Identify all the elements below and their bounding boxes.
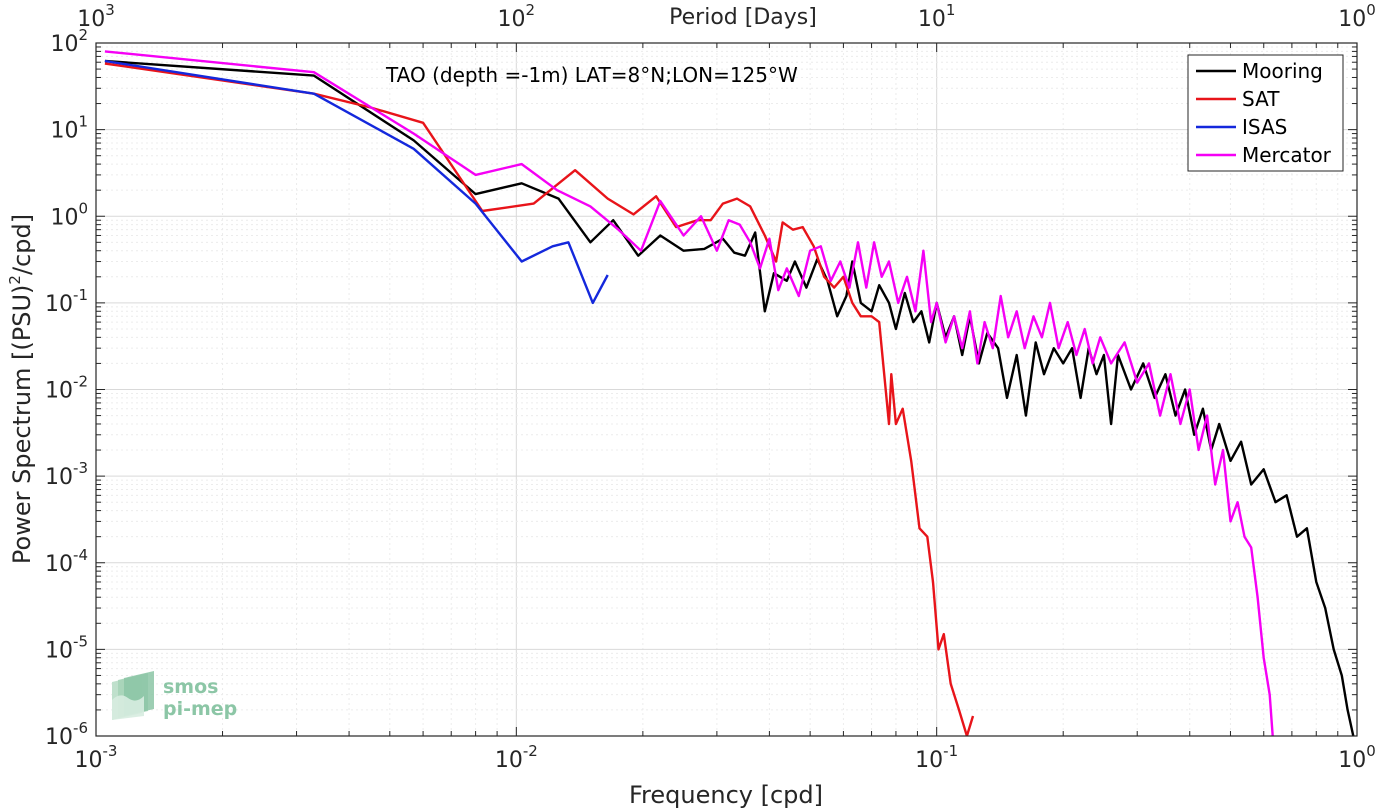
x-tick-label: 10-3 — [75, 742, 118, 773]
y-tick-label-exp: -3 — [73, 459, 88, 477]
y-axis-label-sup: 2 — [6, 275, 24, 285]
y-tick-label: 10-4 — [45, 546, 88, 577]
top-tick-label-exp: 0 — [1366, 1, 1376, 19]
x-tick-label-base: 10 — [75, 748, 103, 773]
y-tick-label-base: 10 — [50, 119, 78, 144]
series-line-mercator — [104, 50, 1274, 736]
y-tick-label: 100 — [50, 199, 88, 230]
x-tick-label: 10-2 — [495, 742, 538, 773]
y-tick-label-exp: -6 — [73, 719, 88, 737]
x-tick-label-exp: -2 — [523, 742, 538, 760]
legend-box — [1187, 54, 1344, 172]
x-axis-label: Frequency [cpd] — [629, 781, 823, 809]
series-line-isas — [104, 59, 609, 305]
top-tick-label: 101 — [918, 1, 956, 32]
legend: Mooring SAT ISAS Mercator — [1187, 54, 1344, 172]
y-tick-label-base: 10 — [45, 379, 73, 404]
top-tick-label-base: 10 — [77, 7, 105, 32]
y-axis-label-main: Power Spectrum [(PSU) — [8, 285, 36, 564]
x-tick-label-exp: 0 — [1366, 742, 1376, 760]
y-tick-label: 10-5 — [45, 632, 88, 663]
y-tick-label-exp: -1 — [73, 286, 88, 304]
y-tick-label: 10-6 — [45, 719, 88, 750]
y-tick-label-base: 10 — [45, 292, 73, 317]
y-tick-label: 10-1 — [45, 286, 88, 317]
top-tick-label: 102 — [498, 1, 536, 32]
chart-title: TAO (depth =-1m) LAT=8°N;LON=125°W — [385, 63, 798, 87]
x-tick-label: 10-1 — [915, 742, 958, 773]
y-axis-label-tail: /cpd] — [8, 214, 36, 275]
logo-line-2: pi-mep — [163, 698, 237, 720]
y-tick-label-base: 10 — [45, 465, 73, 490]
top-tick-label-exp: 3 — [105, 1, 115, 19]
x-tick-label-exp: -3 — [103, 742, 118, 760]
top-tick-label-base: 10 — [918, 7, 946, 32]
y-tick-label: 102 — [50, 26, 88, 57]
y-tick-label-base: 10 — [50, 205, 78, 230]
top-tick-label-base: 10 — [498, 7, 526, 32]
y-tick-label: 101 — [50, 113, 88, 144]
series-line-sat — [104, 62, 975, 736]
y-tick-label-base: 10 — [45, 638, 73, 663]
series-line-mooring — [104, 59, 1355, 736]
x-tick-label-base: 10 — [495, 748, 523, 773]
y-tick-label: 10-3 — [45, 459, 88, 490]
legend-label-isas: ISAS — [1242, 115, 1287, 139]
y-tick-label-base: 10 — [45, 552, 73, 577]
smos-logo: smos pi-mep — [112, 671, 237, 720]
y-tick-label-exp: 0 — [78, 199, 88, 217]
legend-label-mercator: Mercator — [1242, 143, 1332, 167]
x-tick-label-base: 10 — [1338, 748, 1366, 773]
logo-line-1: smos — [163, 676, 218, 698]
series-group — [104, 50, 1355, 736]
y-tick-label-base: 10 — [50, 32, 78, 57]
y-tick-label-exp: 1 — [78, 113, 88, 131]
y-tick-label-base: 10 — [45, 725, 73, 750]
y-tick-label-exp: -5 — [73, 632, 88, 650]
x-tick-label: 100 — [1338, 742, 1376, 773]
y-tick-label: 10-2 — [45, 373, 88, 404]
top-tick-label: 103 — [77, 1, 115, 32]
top-tick-label-exp: 1 — [946, 1, 956, 19]
top-tick-label-exp: 2 — [526, 1, 536, 19]
y-tick-label-exp: 2 — [78, 26, 88, 44]
top-tick-label: 100 — [1338, 1, 1376, 32]
y-tick-label-exp: -4 — [73, 546, 88, 564]
y-axis-label: Power Spectrum [(PSU)2/cpd] — [6, 214, 36, 564]
logo-mark-icon — [112, 671, 154, 720]
legend-label-sat: SAT — [1242, 87, 1280, 111]
top-tick-label-base: 10 — [1338, 7, 1366, 32]
x-tick-label-base: 10 — [915, 748, 943, 773]
x-tick-label-exp: -1 — [943, 742, 958, 760]
y-tick-label-exp: -2 — [73, 373, 88, 391]
legend-label-mooring: Mooring — [1242, 59, 1323, 83]
top-axis-label: Period [Days] — [669, 5, 817, 30]
